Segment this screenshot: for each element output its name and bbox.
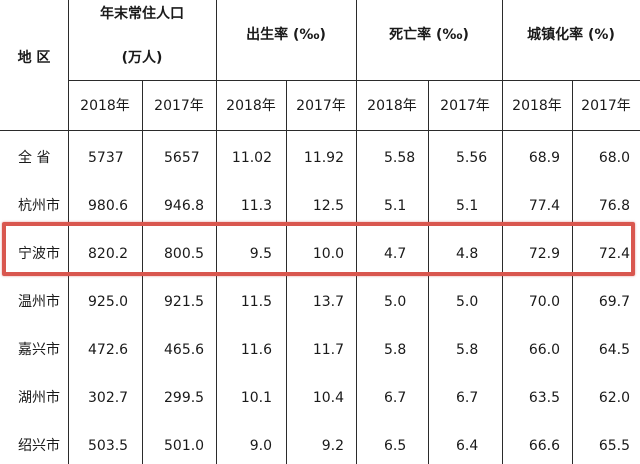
region-name: 宁波市 <box>18 246 60 262</box>
table-cell: 62.0 <box>598 390 630 406</box>
table-cell: 9.0 <box>249 438 272 454</box>
year-header: 2018年 <box>226 98 276 114</box>
table-cell: 5.0 <box>384 294 407 310</box>
table-cell: 9.2 <box>321 438 344 454</box>
table-cell: 472.6 <box>88 342 129 358</box>
table-cell: 6.7 <box>456 390 479 406</box>
table-cell: 5.58 <box>384 150 416 166</box>
header-population-unit: (万人) <box>121 50 163 66</box>
table-cell: 302.7 <box>88 390 129 406</box>
table-cell: 12.5 <box>312 198 344 214</box>
year-header: 2017年 <box>296 98 346 114</box>
table-cell: 5657 <box>164 150 200 166</box>
year-header: 2018年 <box>512 98 562 114</box>
table-cell: 11.02 <box>231 150 272 166</box>
region-name: 湖州市 <box>18 390 60 406</box>
table-cell: 66.0 <box>528 342 560 358</box>
table-cell: 64.5 <box>598 342 630 358</box>
table-cell: 980.6 <box>88 198 129 214</box>
table-cell: 65.5 <box>598 438 630 454</box>
table-cell: 77.4 <box>528 198 560 214</box>
table-cell: 10.4 <box>312 390 344 406</box>
grid-line <box>142 80 143 464</box>
table-cell: 13.7 <box>312 294 344 310</box>
grid-line <box>428 80 429 464</box>
table-cell: 5737 <box>88 150 124 166</box>
grid-line <box>502 0 503 464</box>
header-region: 地 区 <box>17 50 51 66</box>
table-cell: 63.5 <box>528 390 560 406</box>
table-cell: 76.8 <box>598 198 630 214</box>
table-cell: 11.5 <box>240 294 272 310</box>
header-death-rate: 死亡率 (‰) <box>389 27 469 43</box>
table-cell: 5.1 <box>384 198 407 214</box>
table-cell: 68.9 <box>528 150 560 166</box>
grid-line <box>216 0 217 464</box>
table-cell: 503.5 <box>88 438 129 454</box>
table-cell: 5.8 <box>456 342 479 358</box>
table-cell: 921.5 <box>164 294 205 310</box>
year-header: 2017年 <box>581 98 631 114</box>
table-cell: 9.5 <box>249 246 272 262</box>
table-cell: 6.5 <box>384 438 407 454</box>
header-urbanization: 城镇化率 (%) <box>527 27 615 43</box>
region-name: 全 省 <box>18 150 51 166</box>
year-header: 2017年 <box>440 98 490 114</box>
table-cell: 72.4 <box>598 246 630 262</box>
region-name: 温州市 <box>18 294 60 310</box>
year-header: 2017年 <box>154 98 204 114</box>
table-cell: 465.6 <box>164 342 205 358</box>
region-name: 绍兴市 <box>18 438 60 454</box>
year-header: 2018年 <box>367 98 417 114</box>
table-cell: 11.7 <box>312 342 344 358</box>
table-cell: 946.8 <box>164 198 205 214</box>
header-birth-rate: 出生率 (‰) <box>246 27 326 43</box>
table-cell: 4.7 <box>384 246 407 262</box>
table-cell: 299.5 <box>164 390 205 406</box>
header-population: 年末常住人口 <box>100 6 184 22</box>
table-cell: 800.5 <box>164 246 205 262</box>
table-cell: 68.0 <box>598 150 630 166</box>
table-cell: 6.4 <box>456 438 479 454</box>
table-cell: 70.0 <box>528 294 560 310</box>
table-cell: 5.56 <box>456 150 488 166</box>
grid-line <box>286 80 287 464</box>
table-cell: 6.7 <box>384 390 407 406</box>
year-header: 2018年 <box>80 98 130 114</box>
grid-line <box>68 0 69 464</box>
table-cell: 4.8 <box>456 246 479 262</box>
table-cell: 66.6 <box>528 438 560 454</box>
region-name: 嘉兴市 <box>18 342 60 358</box>
table-cell: 10.0 <box>312 246 344 262</box>
region-name: 杭州市 <box>18 198 60 214</box>
table-cell: 11.6 <box>240 342 272 358</box>
table-cell: 501.0 <box>164 438 205 454</box>
table-cell: 69.7 <box>598 294 630 310</box>
grid-line <box>68 80 640 81</box>
grid-line <box>356 0 357 464</box>
table-cell: 925.0 <box>88 294 129 310</box>
table-cell: 5.0 <box>456 294 479 310</box>
table-cell: 11.92 <box>303 150 344 166</box>
table-cell: 11.3 <box>240 198 272 214</box>
table-cell: 72.9 <box>528 246 560 262</box>
grid-line <box>0 130 640 131</box>
table-cell: 5.8 <box>384 342 407 358</box>
table-cell: 10.1 <box>240 390 272 406</box>
table-cell: 5.1 <box>456 198 479 214</box>
grid-line <box>572 80 573 464</box>
table-cell: 820.2 <box>88 246 129 262</box>
